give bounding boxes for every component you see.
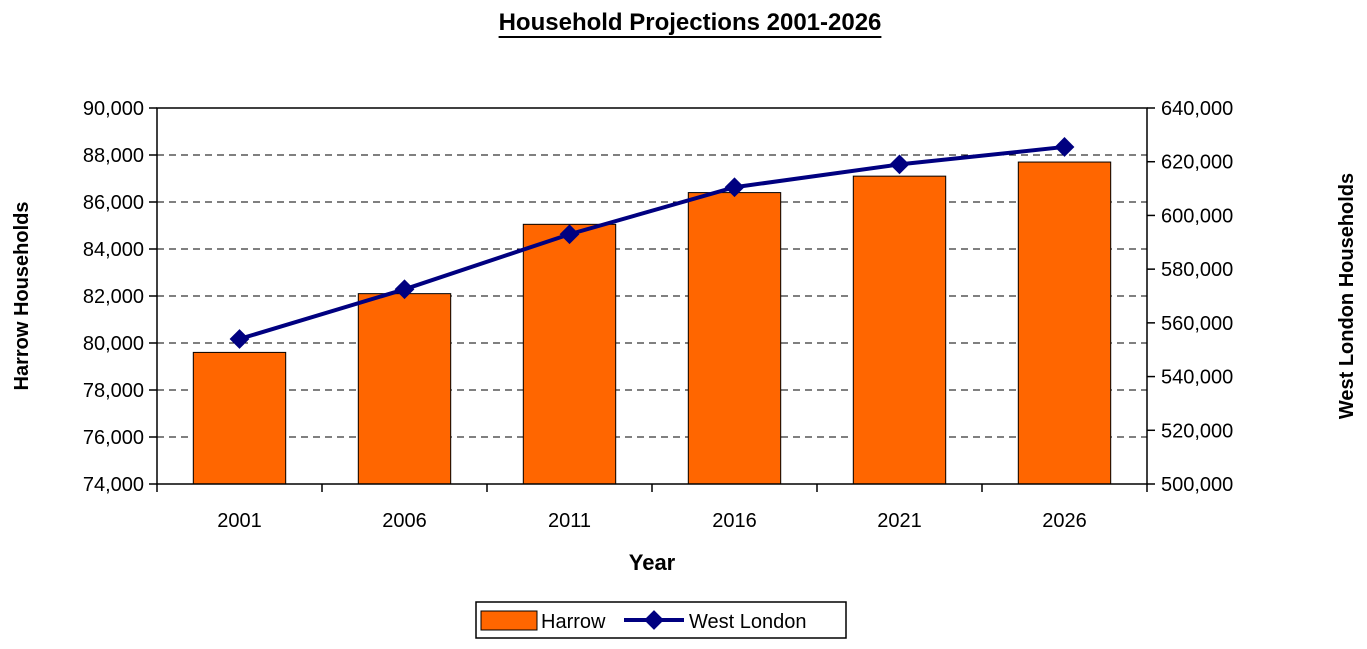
x-axis-title: Year	[629, 550, 676, 575]
y-tick-label: 82,000	[83, 286, 144, 308]
x-tick-label: 2011	[548, 510, 591, 532]
x-tick-label: 2006	[382, 510, 427, 532]
harrow-bar	[192, 351, 287, 485]
west-london-point	[889, 154, 910, 175]
harrow-bar	[852, 175, 947, 485]
legend-harrow-swatch	[480, 610, 538, 631]
y-tick-label: 90,000	[83, 98, 144, 120]
y-tick-label: 78,000	[83, 380, 144, 402]
legend-west-london-marker	[644, 610, 664, 630]
west-london-line	[229, 137, 1075, 349]
x-tick-label: 2001	[217, 510, 262, 532]
harrow-bar	[1017, 161, 1112, 485]
x-tick-label: 2026	[1042, 510, 1087, 532]
y-tick-label: 76,000	[83, 427, 144, 449]
legend-harrow-label: Harrow	[541, 611, 606, 633]
harrow-bar	[687, 192, 782, 485]
axes: 74,000 76,000 78,000 80,000 82,000 84,000 86,0…	[83, 98, 1233, 532]
west-london-polyline	[238, 144, 1065, 341]
harrow-bar	[357, 293, 452, 485]
y-tick-label: 84,000	[83, 239, 144, 261]
west-london-point	[394, 279, 415, 300]
chart-title: Household Projections 2001-2026	[499, 9, 882, 36]
y-tick-label: 80,000	[83, 333, 144, 355]
west-london-point	[1054, 137, 1075, 157]
y-tick-label: 86,000	[83, 192, 144, 214]
y2-tick-label: 520,000	[1161, 420, 1233, 442]
x-tick-label: 2016	[712, 510, 757, 532]
y2-axis-title: West London Households	[1336, 173, 1358, 419]
grid-lines	[157, 154, 1147, 438]
y2-tick-label: 640,000	[1161, 98, 1233, 120]
y-tick-label: 74,000	[83, 474, 144, 496]
x-tick-label: 2021	[877, 510, 922, 532]
harrow-bars	[192, 161, 1112, 485]
y-tick-label: 88,000	[83, 145, 144, 167]
y2-tick-label: 600,000	[1161, 205, 1233, 227]
harrow-bar	[522, 223, 617, 485]
y2-tick-label: 620,000	[1161, 152, 1233, 174]
west-london-point	[229, 329, 250, 349]
legend-west-london-label: West London	[689, 611, 807, 633]
y2-tick-label: 540,000	[1161, 367, 1233, 389]
y2-tick-label: 560,000	[1161, 313, 1233, 335]
y2-tick-label: 500,000	[1161, 474, 1233, 496]
y2-tick-label: 580,000	[1161, 259, 1233, 281]
chart-legend: Harrow West London	[475, 601, 847, 639]
y-axis-title: Harrow Households	[11, 202, 33, 391]
